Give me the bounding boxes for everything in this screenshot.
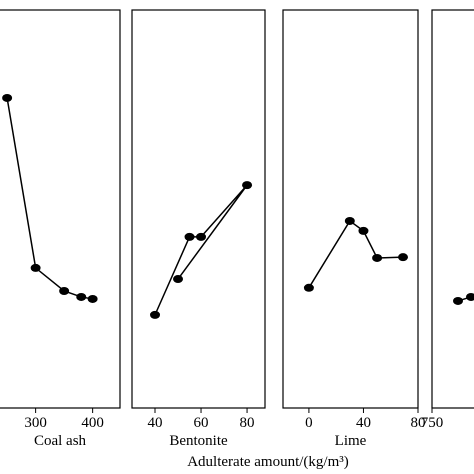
data-point — [242, 181, 253, 190]
data-point — [150, 310, 161, 319]
x-tick-label: 0 — [305, 415, 313, 431]
data-point — [173, 275, 184, 284]
x-tick-label: 80 — [240, 415, 255, 431]
x-tick-label: 60 — [194, 415, 209, 431]
x-tick-label: 300 — [24, 415, 47, 431]
series-line — [308, 219, 404, 289]
data-point — [2, 93, 13, 102]
x-tick-label: 40 — [148, 415, 163, 431]
x-tick-label: 40 — [356, 415, 371, 431]
panel-frame — [431, 9, 474, 409]
series-line — [6, 97, 93, 300]
data-point — [398, 253, 408, 262]
data-point — [59, 286, 70, 295]
panel-frame — [0, 9, 121, 409]
data-point — [453, 296, 463, 305]
panel-label: Lime — [335, 433, 367, 449]
data-point — [184, 232, 195, 241]
data-point — [466, 292, 474, 301]
x-tick-label: 400 — [81, 415, 104, 431]
data-point — [87, 294, 98, 303]
panel-label: Coal ash — [34, 433, 87, 449]
panel-label: Bentonite — [169, 433, 228, 449]
series-line — [154, 184, 248, 316]
x-tick-label: 750 — [421, 415, 444, 431]
data-point — [30, 263, 41, 272]
panel-frame — [282, 9, 419, 409]
data-point — [196, 232, 207, 241]
x-tick-label: 80 — [411, 415, 426, 431]
data-point — [358, 226, 369, 235]
x-axis-label: Adulterate amount/(kg/m³) — [187, 454, 349, 470]
data-point — [303, 283, 314, 292]
data-point — [372, 253, 383, 262]
data-point — [76, 292, 87, 301]
panel-frame — [131, 9, 266, 409]
data-point — [344, 216, 355, 225]
